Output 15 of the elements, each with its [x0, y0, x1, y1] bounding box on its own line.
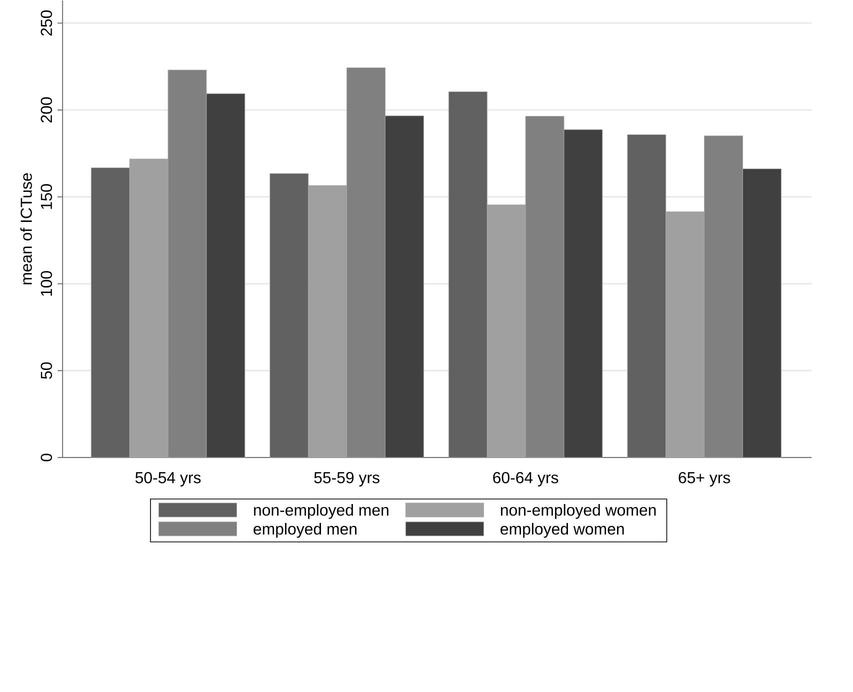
x-tick-label: 60-64 yrs — [493, 472, 558, 486]
y-tick-label: 200 — [40, 97, 52, 122]
legend-label: non-employed women — [500, 504, 656, 519]
y-axis-title: mean of ICTuse — [20, 173, 32, 284]
y-tick-label: 100 — [40, 271, 52, 296]
y-tick-label: 0 — [40, 454, 52, 462]
y-tick-label: 250 — [40, 10, 52, 36]
y-tick-label: 150 — [40, 184, 52, 209]
x-tick-label: 65+ yrs — [678, 472, 730, 486]
x-tick-label: 50-54 yrs — [135, 472, 201, 486]
legend-label: employed women — [500, 522, 624, 538]
legend-label: non-employed men — [254, 504, 388, 519]
y-tick-label: 50 — [40, 362, 52, 379]
legend-label: employed men — [254, 522, 356, 538]
x-tick-label: 55-59 yrs — [314, 472, 380, 486]
